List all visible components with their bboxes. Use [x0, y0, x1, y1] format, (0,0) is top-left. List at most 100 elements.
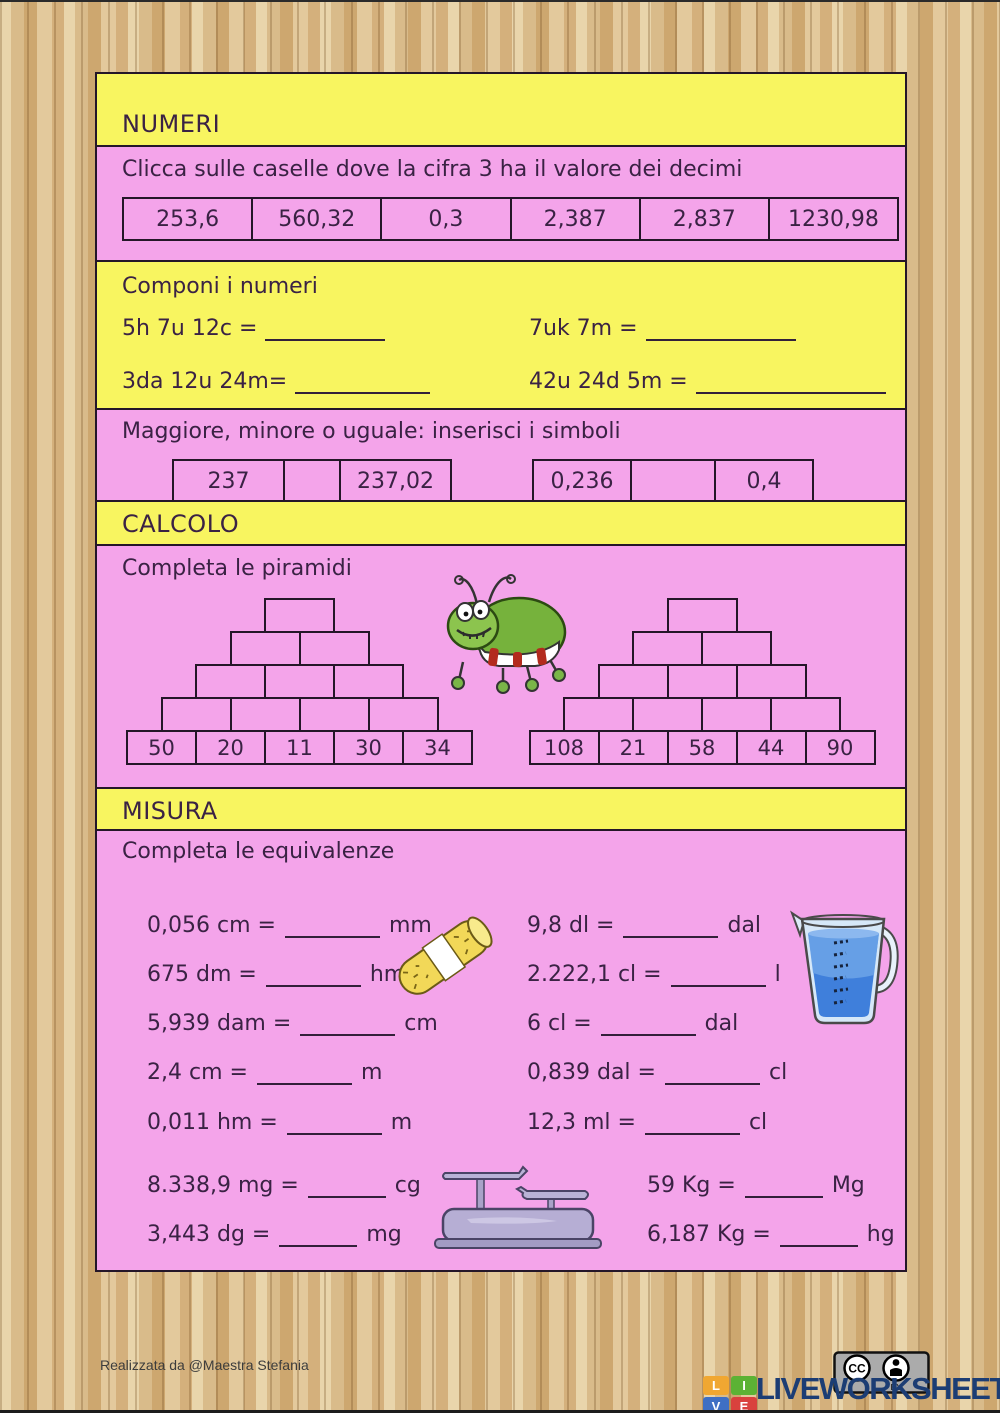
- section-piramidi: Completa le piramidi 50 20 11 30 34: [95, 544, 907, 789]
- compare-symbol-cell[interactable]: [283, 459, 341, 503]
- pyramid-base-value: 20: [195, 730, 266, 765]
- equivalence-given: 2,4 cm =: [147, 1060, 248, 1085]
- equivalence-unit: Mg: [831, 1173, 865, 1198]
- equivalenze-prompt: Completa le equivalenze: [122, 839, 395, 864]
- equivalence-given: 0,011 hm =: [147, 1110, 278, 1135]
- equivalence-given: 675 dm =: [147, 962, 257, 987]
- logo-block: L: [703, 1376, 729, 1395]
- decimi-cell[interactable]: 2,837: [638, 199, 768, 239]
- pyramid-cell-empty[interactable]: [701, 697, 772, 732]
- pyramid-base-value: 11: [264, 730, 335, 765]
- pyramid-base-value: 90: [804, 730, 876, 765]
- logo-block: E: [731, 1397, 757, 1410]
- pyramid-cell-empty[interactable]: [298, 631, 370, 666]
- pyramid-cell-empty[interactable]: [195, 664, 266, 699]
- pyramid-cell-empty[interactable]: [666, 664, 738, 699]
- decimi-cell[interactable]: 560,32: [251, 199, 380, 239]
- componi-title: Componi i numeri: [122, 274, 318, 299]
- answer-blank[interactable]: [644, 1108, 740, 1135]
- piramidi-prompt: Completa le piramidi: [122, 556, 352, 581]
- pyramid-base-value: 30: [333, 730, 404, 765]
- answer-blank[interactable]: [256, 1058, 352, 1085]
- equivalence-unit: hg: [866, 1222, 895, 1247]
- answer-blank[interactable]: [284, 911, 380, 938]
- equivalence-given: 2.222,1 cl =: [527, 962, 662, 987]
- decimi-table: 253,6 560,32 0,3 2,387 2,837 1230,98: [122, 197, 899, 241]
- pyramid-1: 50 20 11 30 34: [122, 598, 477, 765]
- compare-symbol-cell[interactable]: [630, 459, 716, 503]
- pyramid-cell-empty[interactable]: [264, 664, 335, 699]
- answer-blank[interactable]: [623, 911, 719, 938]
- pyramid-cell-empty[interactable]: [632, 631, 703, 666]
- decimi-cell[interactable]: 0,3: [380, 199, 509, 239]
- compare-value: 237: [172, 459, 285, 503]
- equivalence-line: 12,3 ml = cl: [527, 1108, 767, 1135]
- answer-blank[interactable]: [744, 1171, 823, 1198]
- decimi-cell[interactable]: 1230,98: [767, 199, 897, 239]
- answer-blank[interactable]: [670, 960, 766, 987]
- componi-item: 5h 7u 12c =: [122, 314, 386, 341]
- answer-blank[interactable]: [779, 1220, 858, 1247]
- pyramid-cell-empty[interactable]: [770, 697, 841, 732]
- compare-value: 0,236: [532, 459, 632, 503]
- pyramid-cell-empty[interactable]: [229, 697, 301, 732]
- componi-label: 5h 7u 12c =: [122, 316, 258, 341]
- pyramid-cell-empty[interactable]: [298, 697, 370, 732]
- confronto-title: Maggiore, minore o uguale: inserisci i s…: [122, 419, 621, 444]
- equivalence-unit: mm: [388, 913, 432, 938]
- answer-blank[interactable]: [664, 1058, 760, 1085]
- logo-block: V: [703, 1397, 729, 1410]
- decimi-prompt: Clicca sulle caselle dove la cifra 3 ha …: [122, 157, 743, 182]
- pyramid-cell-empty[interactable]: [160, 697, 232, 732]
- equivalence-line: 8.338,9 mg = cg: [147, 1171, 421, 1198]
- tape-measure-icon: [398, 916, 493, 995]
- equivalence-line: 9,8 dl = dal: [527, 911, 761, 938]
- section-title-numeri: NUMERI: [122, 110, 221, 138]
- answer-blank[interactable]: [695, 367, 886, 394]
- equivalence-line: 2,4 cm = m: [147, 1058, 382, 1085]
- pyramid-base-value: 58: [666, 730, 738, 765]
- section-title-calcolo: CALCOLO: [122, 510, 240, 538]
- pyramid-cell-empty[interactable]: [264, 598, 335, 633]
- answer-blank[interactable]: [600, 1009, 696, 1036]
- pyramid-cell-empty[interactable]: [563, 697, 634, 732]
- equivalence-unit: cg: [394, 1173, 421, 1198]
- equivalence-given: 0,056 cm =: [147, 913, 276, 938]
- cc-license-icon: CC BY: [833, 1351, 930, 1394]
- balance-scale-icon: [434, 1165, 602, 1249]
- pyramid-cell-empty[interactable]: [735, 664, 807, 699]
- pyramid-base-value: 21: [597, 730, 669, 765]
- answer-blank[interactable]: [295, 367, 431, 394]
- answer-blank[interactable]: [300, 1009, 396, 1036]
- equivalence-line: 6,187 Kg = hg: [647, 1220, 895, 1247]
- answer-blank[interactable]: [307, 1171, 386, 1198]
- table-row: 0,236 0,4: [532, 459, 814, 503]
- answer-blank[interactable]: [645, 314, 796, 341]
- equivalence-unit: cl: [748, 1110, 768, 1135]
- liveworksheets-blocks-icon: L I V E: [703, 1376, 757, 1410]
- pyramid-cell-empty[interactable]: [701, 631, 772, 666]
- componi-label: 7uk 7m =: [529, 316, 638, 341]
- pyramid-cell-empty[interactable]: [229, 631, 301, 666]
- equivalence-unit: dal: [727, 913, 762, 938]
- liveworksheets-logo: LIVEWORKSHEETS: [756, 1371, 1000, 1406]
- pyramid-cell-empty[interactable]: [632, 697, 703, 732]
- decimi-cell[interactable]: 2,387: [509, 199, 639, 239]
- pyramid-base-value: 50: [126, 730, 197, 765]
- pyramid-cell-empty[interactable]: [597, 664, 669, 699]
- equivalence-unit: mg: [366, 1222, 402, 1247]
- section-calcolo-header: CALCOLO: [95, 500, 907, 546]
- answer-blank[interactable]: [279, 1220, 358, 1247]
- pyramid-cell-empty[interactable]: [333, 664, 404, 699]
- pyramid-base-value: 34: [402, 730, 473, 765]
- bug-icon: [446, 574, 567, 694]
- componi-label: 3da 12u 24m=: [122, 369, 288, 394]
- answer-blank[interactable]: [265, 960, 361, 987]
- equivalence-unit: l: [774, 962, 781, 987]
- answer-blank[interactable]: [265, 314, 386, 341]
- equivalence-given: 3,443 dg =: [147, 1222, 271, 1247]
- decimi-cell[interactable]: 253,6: [156, 206, 220, 232]
- equivalence-given: 12,3 ml =: [527, 1110, 636, 1135]
- pyramid-cell-empty[interactable]: [666, 598, 738, 633]
- answer-blank[interactable]: [286, 1108, 382, 1135]
